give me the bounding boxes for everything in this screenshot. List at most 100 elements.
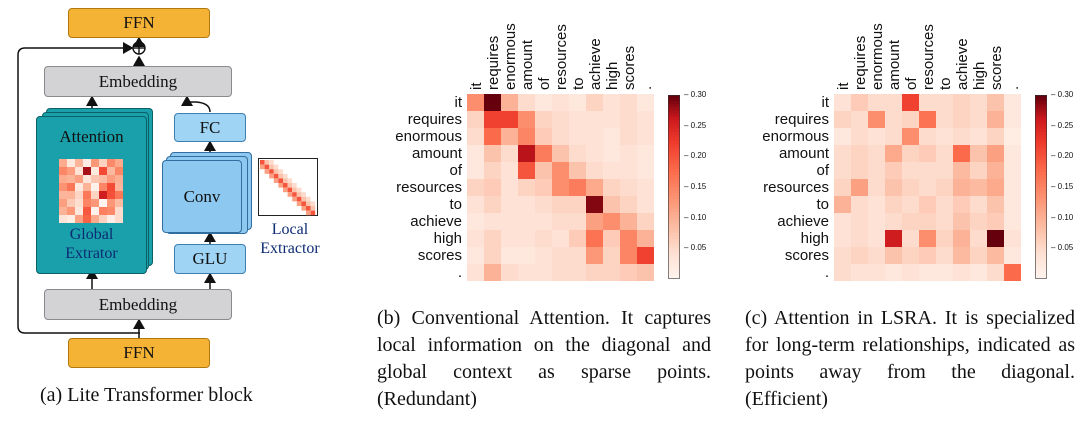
heatmap-cell [586, 111, 604, 129]
heatmap-cell [484, 111, 502, 129]
colorbar-tick: – 0.20 [684, 151, 707, 161]
mini-map-cell [287, 187, 293, 193]
colorbar-segment [1035, 147, 1047, 151]
heatmap-cell [501, 179, 519, 197]
heatmap-cell [953, 111, 971, 129]
colorbar-tick: – 0.30 [1051, 90, 1074, 99]
colorbar-segment [668, 134, 680, 139]
mini-map-cell [91, 167, 99, 175]
heatmap-cell [834, 162, 852, 180]
mini-map-cell [91, 183, 99, 191]
mini-map-cell [75, 207, 83, 215]
heatmap-cell [851, 196, 869, 214]
heatmap-cell [868, 230, 886, 248]
heatmap-cell [637, 111, 655, 129]
mini-map-cell [292, 183, 297, 188]
colorbar-segment [668, 254, 680, 259]
colorbar-tick: – 0.25 [1051, 120, 1074, 130]
heatmap-cell [1004, 247, 1022, 265]
heatmap-cell [569, 111, 587, 129]
mini-map-cell [75, 167, 83, 175]
heatmap-cell [834, 264, 852, 282]
heatmap-cell [868, 145, 886, 163]
heatmap-cell [467, 264, 485, 282]
colorbar-segment [668, 205, 680, 210]
attention-box: Attention Global Extrator [36, 116, 147, 274]
heatmap-cell [919, 94, 937, 112]
heatmap-cell [535, 145, 553, 163]
heatmap-cell [1004, 230, 1022, 248]
heatmap-cell [970, 179, 988, 197]
heatmap-cell [1004, 213, 1022, 231]
heatmap-cell [484, 162, 502, 180]
heatmap-cell [834, 230, 852, 248]
column-label: enormous [501, 23, 519, 90]
heatmap-cell [501, 162, 519, 180]
colorbar-segment [668, 269, 680, 274]
row-label: to [449, 195, 462, 213]
colorbar-segment [1035, 239, 1047, 243]
mini-map-cell [287, 183, 293, 188]
mini-map-cell [83, 167, 91, 175]
colorbar-segment [668, 266, 680, 271]
heatmap-cell [586, 94, 604, 112]
column-label: of [535, 77, 553, 90]
colorbar-segment [668, 150, 680, 154]
colorbar-segment [1035, 137, 1047, 142]
heatmap-cell [902, 111, 920, 129]
heatmap-cell [535, 230, 553, 248]
mini-map-cell [91, 159, 99, 167]
colorbar-segment [1035, 233, 1047, 237]
colorbar-tick: – 0.05 [684, 243, 707, 253]
heatmap-cell [1004, 128, 1022, 146]
mini-map-cell [301, 196, 306, 202]
mini-map-cell [99, 215, 107, 223]
column-label: high [970, 61, 988, 90]
colorbar-segment [1035, 269, 1047, 274]
heatmap-cell [868, 162, 886, 180]
colorbar-segment [668, 174, 680, 179]
colorbar-segment [1035, 177, 1047, 182]
colorbar-segment [1035, 162, 1047, 167]
heatmap-cell [953, 196, 971, 214]
mini-map-cell [107, 215, 115, 223]
heatmap-cell [518, 162, 536, 180]
colorbar-segment [668, 242, 680, 246]
heatmap-cell [953, 230, 971, 248]
colorbar-c-ticks: – 0.30 – 0.25 – 0.20 – 0.15 – 0.10 – 0.05 [1047, 90, 1077, 279]
heatmap-cell [919, 111, 937, 129]
mini-map-cell [273, 173, 279, 179]
heatmap-cell [637, 247, 655, 265]
column-label: it [467, 82, 485, 91]
heatmap-cell [953, 145, 971, 163]
mini-map-cell [306, 201, 311, 206]
heatmap-cell [851, 230, 869, 248]
colorbar-segment [668, 180, 680, 185]
heatmap-cell [535, 179, 553, 197]
heatmap-cell [868, 179, 886, 197]
colorbar-segment [1035, 187, 1047, 191]
heatmap-cell [552, 196, 570, 214]
colorbar-segment [668, 122, 680, 127]
heatmap-cell [518, 247, 536, 265]
colorbar-segment [668, 131, 680, 136]
colorbar-segment [668, 137, 680, 142]
heatmap-cell [467, 230, 485, 248]
row-label: to [816, 195, 829, 213]
heatmap-cell [484, 128, 502, 146]
caption-a: (a) Lite Transformer block [40, 384, 253, 406]
row-label: requires [774, 110, 829, 128]
mini-map-cell [296, 196, 302, 202]
heatmap-cell [569, 247, 587, 265]
heatmap-cell [936, 111, 954, 129]
heatmap-cell [552, 179, 570, 197]
heatmap-cell [953, 162, 971, 180]
heatmap-cell [569, 128, 587, 146]
heatmap-cell [552, 145, 570, 163]
heatmap-cell [936, 213, 954, 231]
heatmap-cell [970, 111, 988, 129]
colorbar-segment [668, 217, 680, 222]
heatmap-cell [518, 128, 536, 146]
column-label: amount [518, 39, 536, 90]
colorbar-segment [1035, 183, 1047, 188]
